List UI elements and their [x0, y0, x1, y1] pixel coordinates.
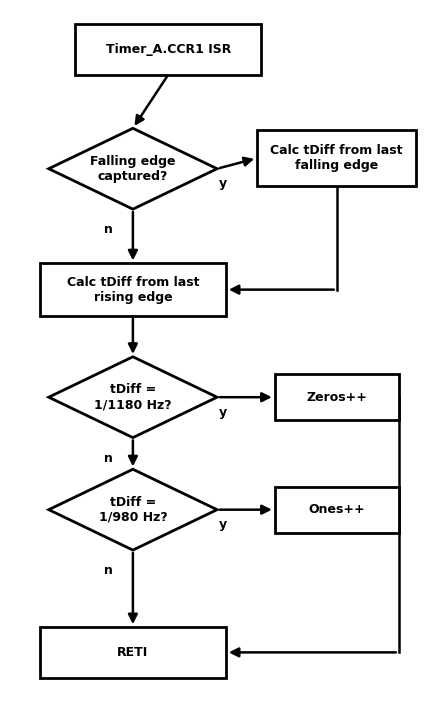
FancyBboxPatch shape — [275, 374, 399, 420]
Polygon shape — [49, 356, 217, 437]
FancyBboxPatch shape — [40, 263, 226, 316]
Text: n: n — [104, 452, 113, 465]
Text: y: y — [219, 518, 227, 531]
Text: Calc tDiff from last
falling edge: Calc tDiff from last falling edge — [270, 144, 403, 172]
FancyBboxPatch shape — [75, 24, 261, 75]
Text: n: n — [104, 564, 113, 577]
FancyBboxPatch shape — [40, 627, 226, 678]
Text: Ones++: Ones++ — [308, 503, 365, 516]
FancyBboxPatch shape — [275, 486, 399, 533]
Text: Zeros++: Zeros++ — [306, 391, 367, 404]
Text: RETI: RETI — [117, 646, 148, 659]
FancyBboxPatch shape — [257, 130, 416, 186]
Polygon shape — [49, 470, 217, 550]
Text: n: n — [104, 223, 113, 236]
Text: y: y — [219, 406, 227, 418]
Text: Calc tDiff from last
rising edge: Calc tDiff from last rising edge — [66, 276, 199, 304]
Text: y: y — [219, 177, 227, 190]
Polygon shape — [49, 128, 217, 209]
Text: Falling edge
captured?: Falling edge captured? — [90, 155, 176, 183]
Text: Timer_A.CCR1 ISR: Timer_A.CCR1 ISR — [105, 43, 231, 56]
Text: tDiff =
1/980 Hz?: tDiff = 1/980 Hz? — [98, 496, 167, 524]
Text: tDiff =
1/1180 Hz?: tDiff = 1/1180 Hz? — [94, 383, 172, 411]
